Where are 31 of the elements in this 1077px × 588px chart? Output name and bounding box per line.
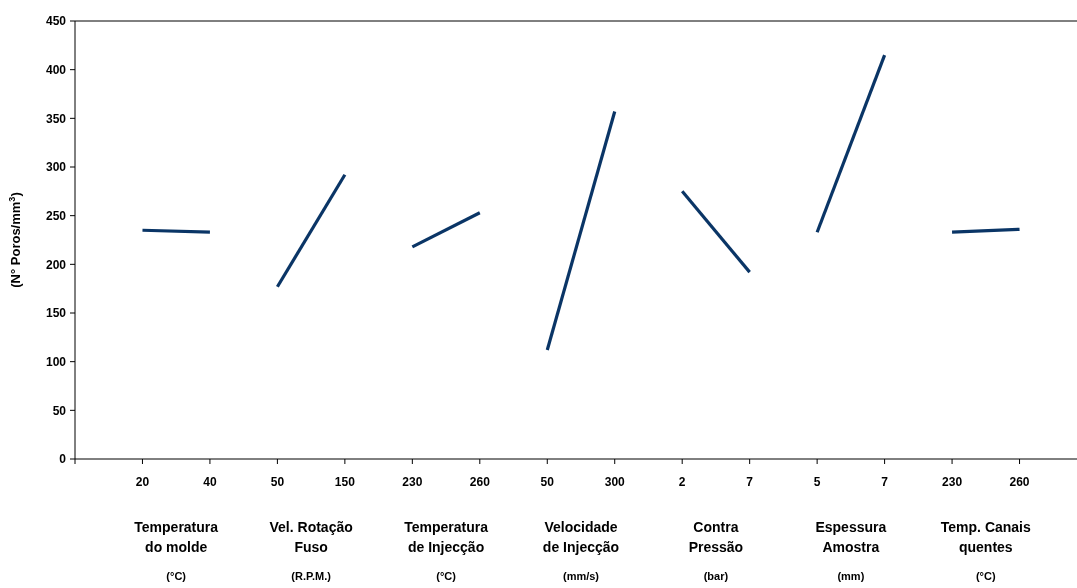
y-tick-label: 250 xyxy=(45,208,67,223)
x-tick-label: 260 xyxy=(1009,475,1030,489)
x-tick-label: 7 xyxy=(881,475,889,489)
x-tick-label: 40 xyxy=(203,475,217,489)
x-tick-label: 150 xyxy=(334,475,356,489)
x-tick-label: 20 xyxy=(135,475,150,489)
y-tick-label: 450 xyxy=(45,14,67,29)
text: Espessura Amostra (mm) xyxy=(815,519,887,582)
y-tick-label: 100 xyxy=(45,354,67,369)
text: Temperatura do molde (°C) xyxy=(134,519,219,582)
text: Temp. Canais quentes (°C) xyxy=(940,519,1031,582)
x-tick-label: 260 xyxy=(469,475,491,489)
text: Temperatura de Injecção (°C) xyxy=(404,519,489,582)
x-tick-label: 2 xyxy=(678,475,686,489)
y-tick-label: 50 xyxy=(52,403,67,418)
y-tick-label: 300 xyxy=(45,160,67,175)
y-tick-label: 400 xyxy=(45,62,67,77)
text: Contra Pressão (bar) xyxy=(688,519,744,582)
x-tick-label: 7 xyxy=(746,475,754,489)
y-tick-label: 200 xyxy=(45,257,67,272)
x-tick-label: 5 xyxy=(813,475,821,489)
x-tick-label: 300 xyxy=(604,475,626,489)
x-tick-label: 50 xyxy=(540,475,555,489)
x-tick-label: 50 xyxy=(270,475,285,489)
text: Velocidade de Injecção (mm/s) xyxy=(542,519,620,582)
y-tick-label: 150 xyxy=(45,306,67,321)
text: Vel. Rotação Fuso (R.P.M.) xyxy=(269,519,353,582)
y-tick-label: 0 xyxy=(59,452,67,467)
y-tick-label: 350 xyxy=(45,111,67,126)
x-tick-label: 230 xyxy=(942,475,963,489)
x-tick-label: 230 xyxy=(402,475,423,489)
